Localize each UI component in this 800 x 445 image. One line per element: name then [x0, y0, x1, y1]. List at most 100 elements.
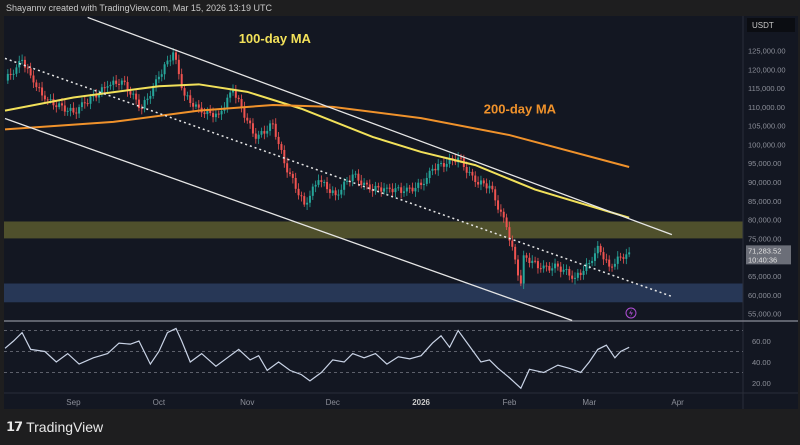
candle-body	[212, 113, 215, 118]
candle-body	[269, 123, 272, 131]
candle-body	[58, 103, 61, 108]
candle-body	[576, 272, 579, 278]
candle-body	[405, 187, 408, 192]
candle-body	[525, 255, 528, 258]
candle-body	[457, 157, 460, 163]
candle-body	[280, 144, 283, 150]
candle-body	[434, 168, 437, 171]
candle-body	[137, 99, 140, 109]
candle-body	[254, 133, 257, 139]
candle-body	[442, 163, 445, 167]
candle-body	[21, 59, 24, 61]
tradingview-logo-icon: 𝟭𝟳	[6, 419, 23, 434]
candle-body	[109, 84, 112, 87]
candle-body	[15, 67, 18, 74]
candle-body	[103, 87, 106, 89]
candle-body	[485, 183, 488, 189]
candle-body	[408, 187, 411, 189]
candle-body	[514, 246, 517, 260]
candle-body	[177, 59, 180, 75]
candle-body	[346, 180, 348, 182]
footer-brand[interactable]: 𝟭𝟳 TradingView	[6, 419, 103, 435]
price-tick-label: 85,000.00	[748, 197, 781, 206]
label-200-day-ma: 200-day MA	[484, 101, 557, 116]
candle-body	[425, 177, 428, 184]
last-price-badge	[746, 245, 791, 265]
candle-body	[83, 102, 86, 104]
candle-body	[217, 113, 220, 115]
time-tick-label: 2026	[412, 398, 430, 407]
label-100-day-ma: 100-day MA	[239, 31, 312, 46]
price-tick-label: 120,000.00	[748, 65, 786, 74]
candle-body	[183, 88, 186, 96]
candle-body	[172, 52, 175, 61]
candle-body	[428, 170, 431, 178]
candle-body	[55, 105, 58, 108]
candle-body	[203, 112, 206, 115]
candle-body	[271, 123, 274, 125]
candle-body	[608, 259, 611, 267]
candle-body	[579, 272, 582, 276]
candle-body	[75, 112, 78, 114]
candle-body	[95, 94, 98, 98]
candle-body	[289, 172, 291, 174]
candle-body	[414, 187, 417, 192]
candle-body	[29, 68, 32, 76]
candle-body	[411, 187, 414, 192]
chart-svg[interactable]: 100-day MA 200-day MA USDT 125,000.00 120,00…	[4, 16, 798, 409]
candle-body	[591, 260, 594, 264]
candle-body	[155, 79, 158, 87]
candle-body	[175, 52, 177, 60]
price-tick-label: 90,000.00	[748, 178, 781, 187]
candle-body	[274, 123, 277, 137]
candle-body	[294, 177, 297, 189]
candle-body	[194, 104, 197, 107]
candle-body	[46, 99, 49, 101]
candle-body	[266, 130, 269, 134]
candle-body	[605, 259, 608, 261]
candle-body	[300, 195, 303, 197]
price-tick-label: 95,000.00	[748, 159, 781, 168]
last-price-label: 71,283.52	[748, 246, 781, 255]
candle-body	[263, 131, 266, 134]
candle-body	[551, 268, 554, 271]
candle-body	[320, 180, 323, 182]
candle-body	[308, 195, 311, 203]
candle-body	[86, 103, 89, 105]
candle-body	[519, 275, 522, 284]
candle-body	[468, 171, 471, 173]
candle-body	[98, 94, 101, 98]
candle-body	[585, 263, 588, 271]
price-tick-label: 65,000.00	[748, 272, 781, 281]
candle-body	[420, 182, 423, 186]
candle-body	[628, 252, 631, 255]
candle-body	[157, 76, 160, 80]
candle-body	[374, 185, 377, 192]
candle-body	[360, 180, 363, 186]
candle-body	[291, 173, 294, 178]
candle-body	[517, 259, 519, 276]
candle-body	[571, 275, 574, 279]
candle-body	[12, 73, 15, 75]
candle-body	[616, 256, 619, 264]
candle-body	[229, 92, 232, 98]
currency-label: USDT	[752, 21, 774, 30]
chart-panel[interactable]: 100-day MA 200-day MA USDT 125,000.00 120,00…	[4, 16, 798, 409]
rsi-tick-label: 60.00	[752, 337, 771, 346]
candle-body	[240, 99, 243, 108]
price-tick-label: 60,000.00	[748, 291, 781, 300]
candle-body	[343, 181, 346, 190]
candle-body	[286, 163, 289, 173]
candle-body	[391, 188, 394, 193]
time-tick-label: Dec	[326, 398, 340, 407]
candle-body	[465, 167, 468, 173]
chart-credit: Shayannv created with TradingView.com, M…	[6, 3, 272, 13]
candle-body	[482, 180, 485, 184]
candle-body	[417, 182, 420, 188]
candle-body	[35, 82, 38, 88]
candle-body	[169, 60, 172, 62]
candle-body	[277, 136, 280, 145]
candle-body	[72, 107, 75, 113]
candle-body	[43, 95, 46, 100]
candle-body	[186, 95, 189, 97]
